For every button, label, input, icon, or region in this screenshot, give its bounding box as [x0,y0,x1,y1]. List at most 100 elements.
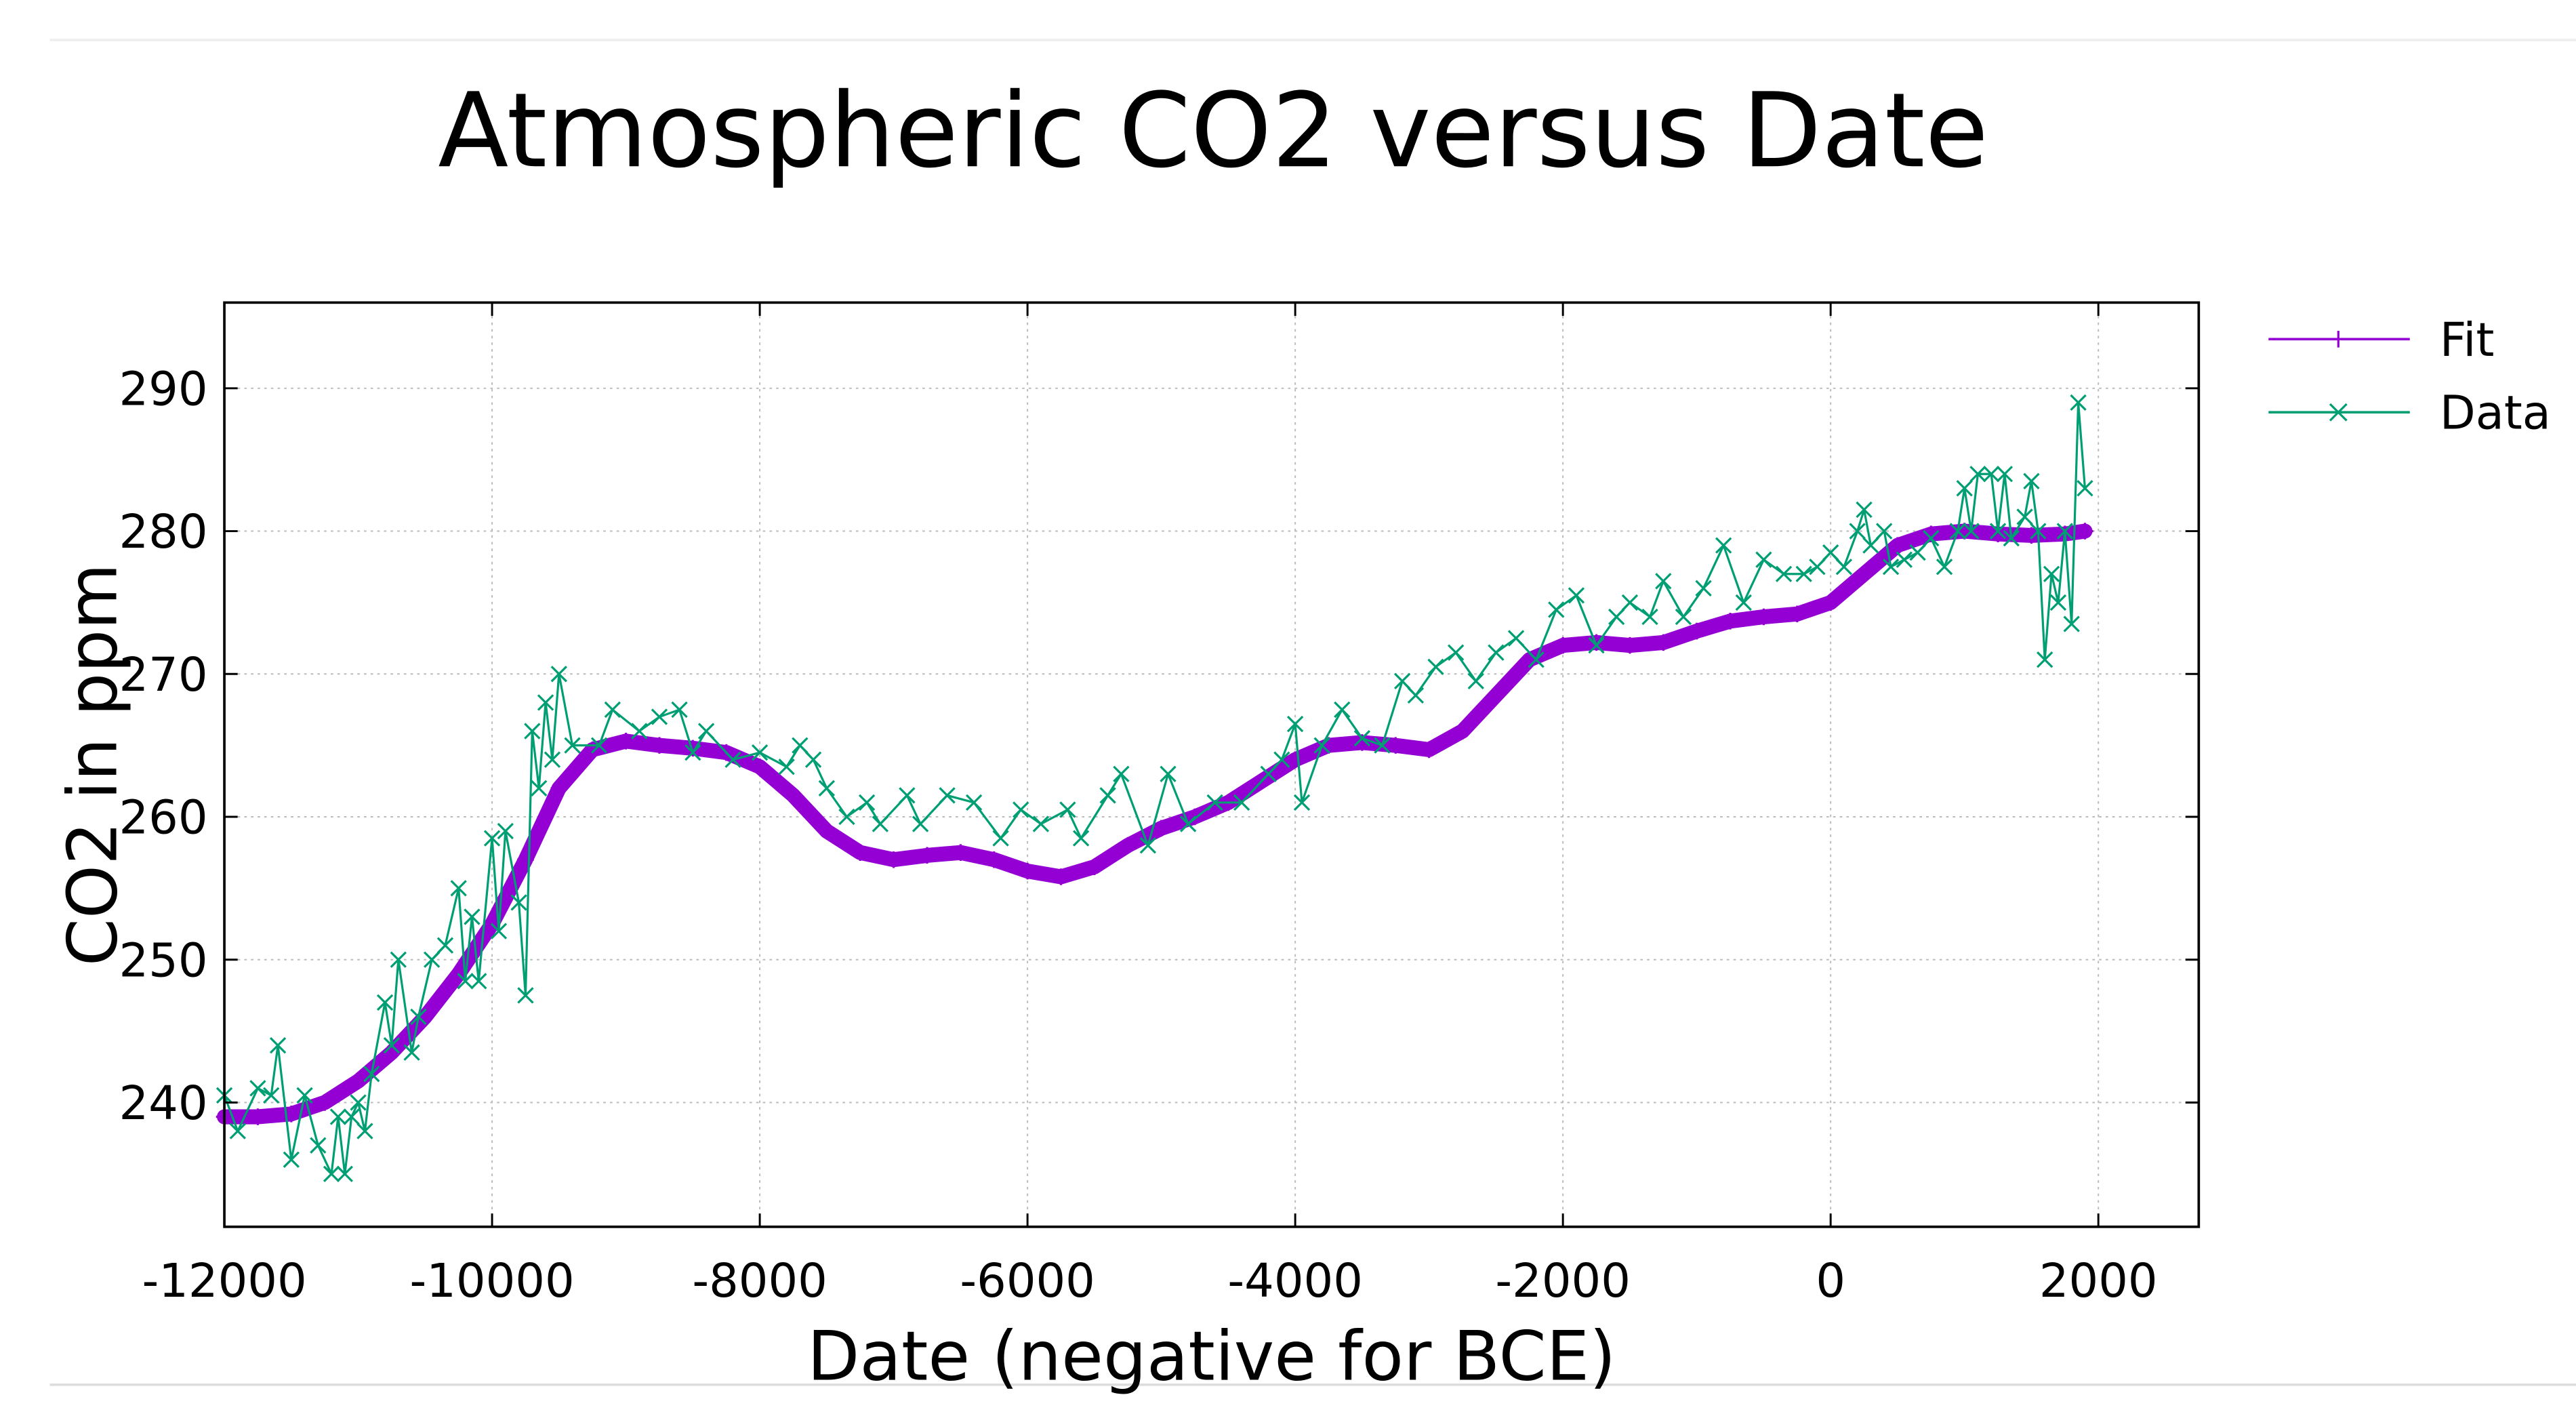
x-tick-label: -8000 [692,1254,827,1308]
marker [1983,466,2000,483]
marker [885,851,902,868]
x-tick-label: -6000 [960,1254,1095,1308]
marker [1775,565,1793,582]
marker [229,1123,246,1139]
marker [1059,801,1076,818]
marker [590,737,608,754]
series-line [223,401,2087,1175]
marker [1996,466,2013,483]
marker [1139,836,1157,854]
marker [1374,737,1391,754]
marker [2043,565,2060,582]
marker [751,744,769,761]
marker [1862,537,1879,554]
marker [1467,672,1484,689]
marker [1447,644,1465,661]
marker [329,1108,347,1125]
marker [323,1165,340,1183]
marker [390,951,407,968]
marker [1420,741,1437,759]
marker [1989,523,2007,540]
marker [2056,523,2073,540]
marker [684,744,701,761]
marker [336,1165,353,1183]
y-tick-label: 280 [119,505,207,559]
marker [1313,737,1330,754]
marker [296,1087,313,1104]
marker [2023,472,2040,489]
marker [1755,608,1772,626]
marker [1889,537,1906,554]
marker [1454,723,1471,740]
marker [1052,868,1069,885]
marker [1788,605,1806,623]
marker [1655,573,1672,590]
marker [1896,551,1913,568]
marker [2030,523,2047,540]
marker [1936,559,1953,575]
marker [851,844,869,861]
marker [985,851,1003,868]
marker [2077,480,2093,497]
marker [804,751,822,768]
marker [617,733,634,750]
marker [310,1137,327,1154]
x-tick-label: 2000 [2039,1254,2158,1308]
marker [564,737,581,754]
marker [2023,527,2040,544]
marker [517,987,534,1004]
marker [1019,862,1036,880]
marker [1655,634,1672,651]
series-1 [216,394,2093,1183]
marker [1822,594,1839,611]
marker [1086,858,1103,876]
marker [544,751,561,768]
marker [1233,794,1250,811]
marker [1260,765,1277,782]
marker [2077,523,2093,540]
marker [1588,637,1605,654]
marker [872,815,889,832]
marker [537,694,554,711]
marker [651,708,668,725]
marker [1856,565,1873,583]
y-tick-label: 240 [119,1076,207,1131]
marker [912,815,929,832]
marker [1621,637,1639,654]
legend: Fit Data [2268,313,2551,441]
marker [697,723,715,740]
marker [550,780,568,797]
legend-label: Fit [2440,313,2495,367]
marker [424,951,441,968]
marker [356,1123,373,1139]
marker [343,1108,360,1125]
marker [1488,644,1505,661]
marker [651,737,668,754]
marker [510,894,527,911]
marker [1949,523,1966,540]
marker [517,851,534,868]
marker [1641,608,1658,626]
x-axis-label: Date (negative for BCE) [807,1316,1616,1396]
marker [939,787,956,804]
marker [249,1108,266,1125]
marker [1032,815,1050,832]
marker [2070,394,2087,411]
marker [1909,544,1926,561]
marker [1119,836,1137,854]
marker [263,1087,280,1104]
marker [550,666,567,683]
marker [457,973,474,990]
marker [1554,637,1572,654]
marker [778,759,795,775]
marker [604,701,621,719]
marker [1568,587,1585,604]
marker [1735,594,1752,611]
marker [1293,794,1311,811]
marker [671,701,688,719]
marker [1809,559,1826,575]
marker [1856,501,1873,519]
plot-border [223,301,2201,1228]
marker [2049,594,2067,611]
axes: -12000 -10000 -8000 -6000 -4000 -2000 0 2000 240… [119,302,2199,1308]
